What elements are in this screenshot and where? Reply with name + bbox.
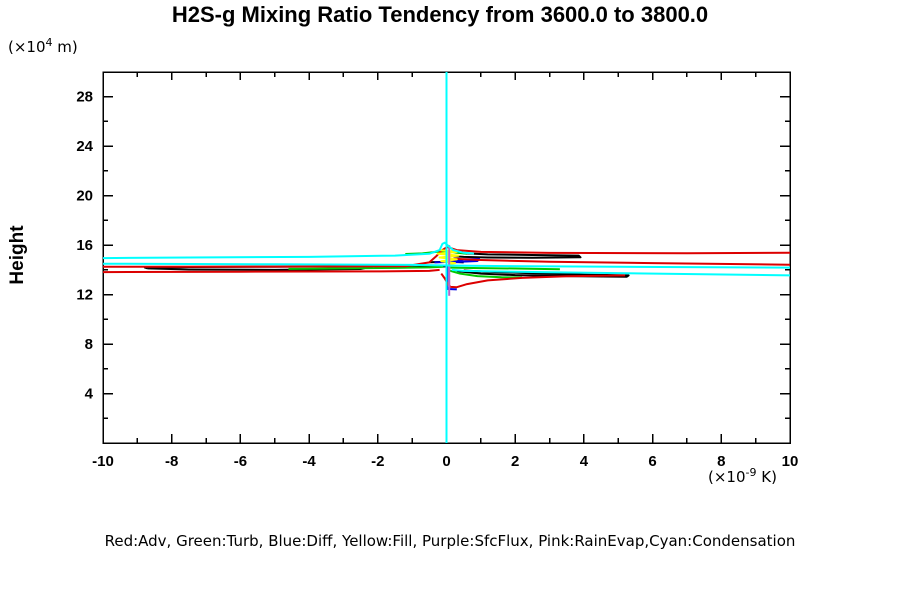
- x-tick-label: -10: [92, 453, 114, 470]
- y-axis-unit-label: (×104 m): [8, 36, 78, 56]
- curve-segment: [448, 269, 523, 279]
- y-tick-label: 12: [76, 287, 93, 304]
- curve-segment: [103, 268, 440, 274]
- series-color-legend: Red:Adv, Green:Turb, Blue:Diff, Yellow:F…: [104, 532, 796, 550]
- axis-ticks: [102, 72, 791, 443]
- y-tick-label: 16: [76, 237, 93, 254]
- series-adv: [103, 246, 790, 289]
- x-tick-label: 8: [717, 453, 725, 470]
- x-tick-label: -2: [371, 453, 384, 470]
- tendency-curves: [103, 72, 790, 443]
- y-tick-label: 24: [76, 138, 93, 155]
- x-axis-tick-labels: -10 -8 -6 -4 -2 0 2 4 6 8 10: [92, 453, 798, 470]
- x-tick-label: 4: [580, 453, 589, 470]
- y-tick-label: 28: [76, 89, 93, 106]
- series-turb: [288, 250, 560, 279]
- x-tick-label: 2: [511, 453, 519, 470]
- curve-segment: [288, 265, 444, 270]
- x-tick-label: -4: [302, 453, 316, 470]
- series-condensation: [103, 72, 790, 443]
- x-tick-label: 6: [648, 453, 656, 470]
- x-axis-unit-label: (×10-9 K): [708, 466, 777, 486]
- curve-segment: [436, 249, 460, 266]
- y-axis-tick-labels: 4 8 12 16 20 24 28: [76, 89, 93, 403]
- curve-segment: [453, 257, 790, 266]
- y-unit-suffix: m): [52, 38, 78, 56]
- chart-title: H2S-g Mixing Ratio Tendency from 3600.0 …: [171, 2, 709, 27]
- x-tick-label: -8: [165, 453, 178, 470]
- curve-segment: [103, 241, 475, 260]
- x-tick-label: 10: [782, 453, 799, 470]
- y-unit-exponent: 4: [45, 36, 53, 49]
- x-tick-label: 0: [442, 453, 450, 470]
- y-tick-label: 20: [76, 188, 93, 205]
- curve-segment: [103, 262, 790, 269]
- curve-segment: [451, 268, 790, 277]
- y-tick-label: 8: [85, 336, 93, 353]
- curve-segment: [451, 249, 582, 259]
- y-tick-label: 4: [85, 386, 94, 403]
- x-unit-exponent: -9: [745, 466, 757, 479]
- x-unit-prefix: (×10: [708, 468, 746, 486]
- series-fill: [436, 249, 460, 266]
- x-tick-label: -6: [234, 453, 247, 470]
- curve-segment: [449, 266, 560, 271]
- x-unit-suffix: K): [756, 468, 777, 486]
- y-unit-prefix: (×10: [8, 38, 46, 56]
- curve-segment: [103, 246, 790, 268]
